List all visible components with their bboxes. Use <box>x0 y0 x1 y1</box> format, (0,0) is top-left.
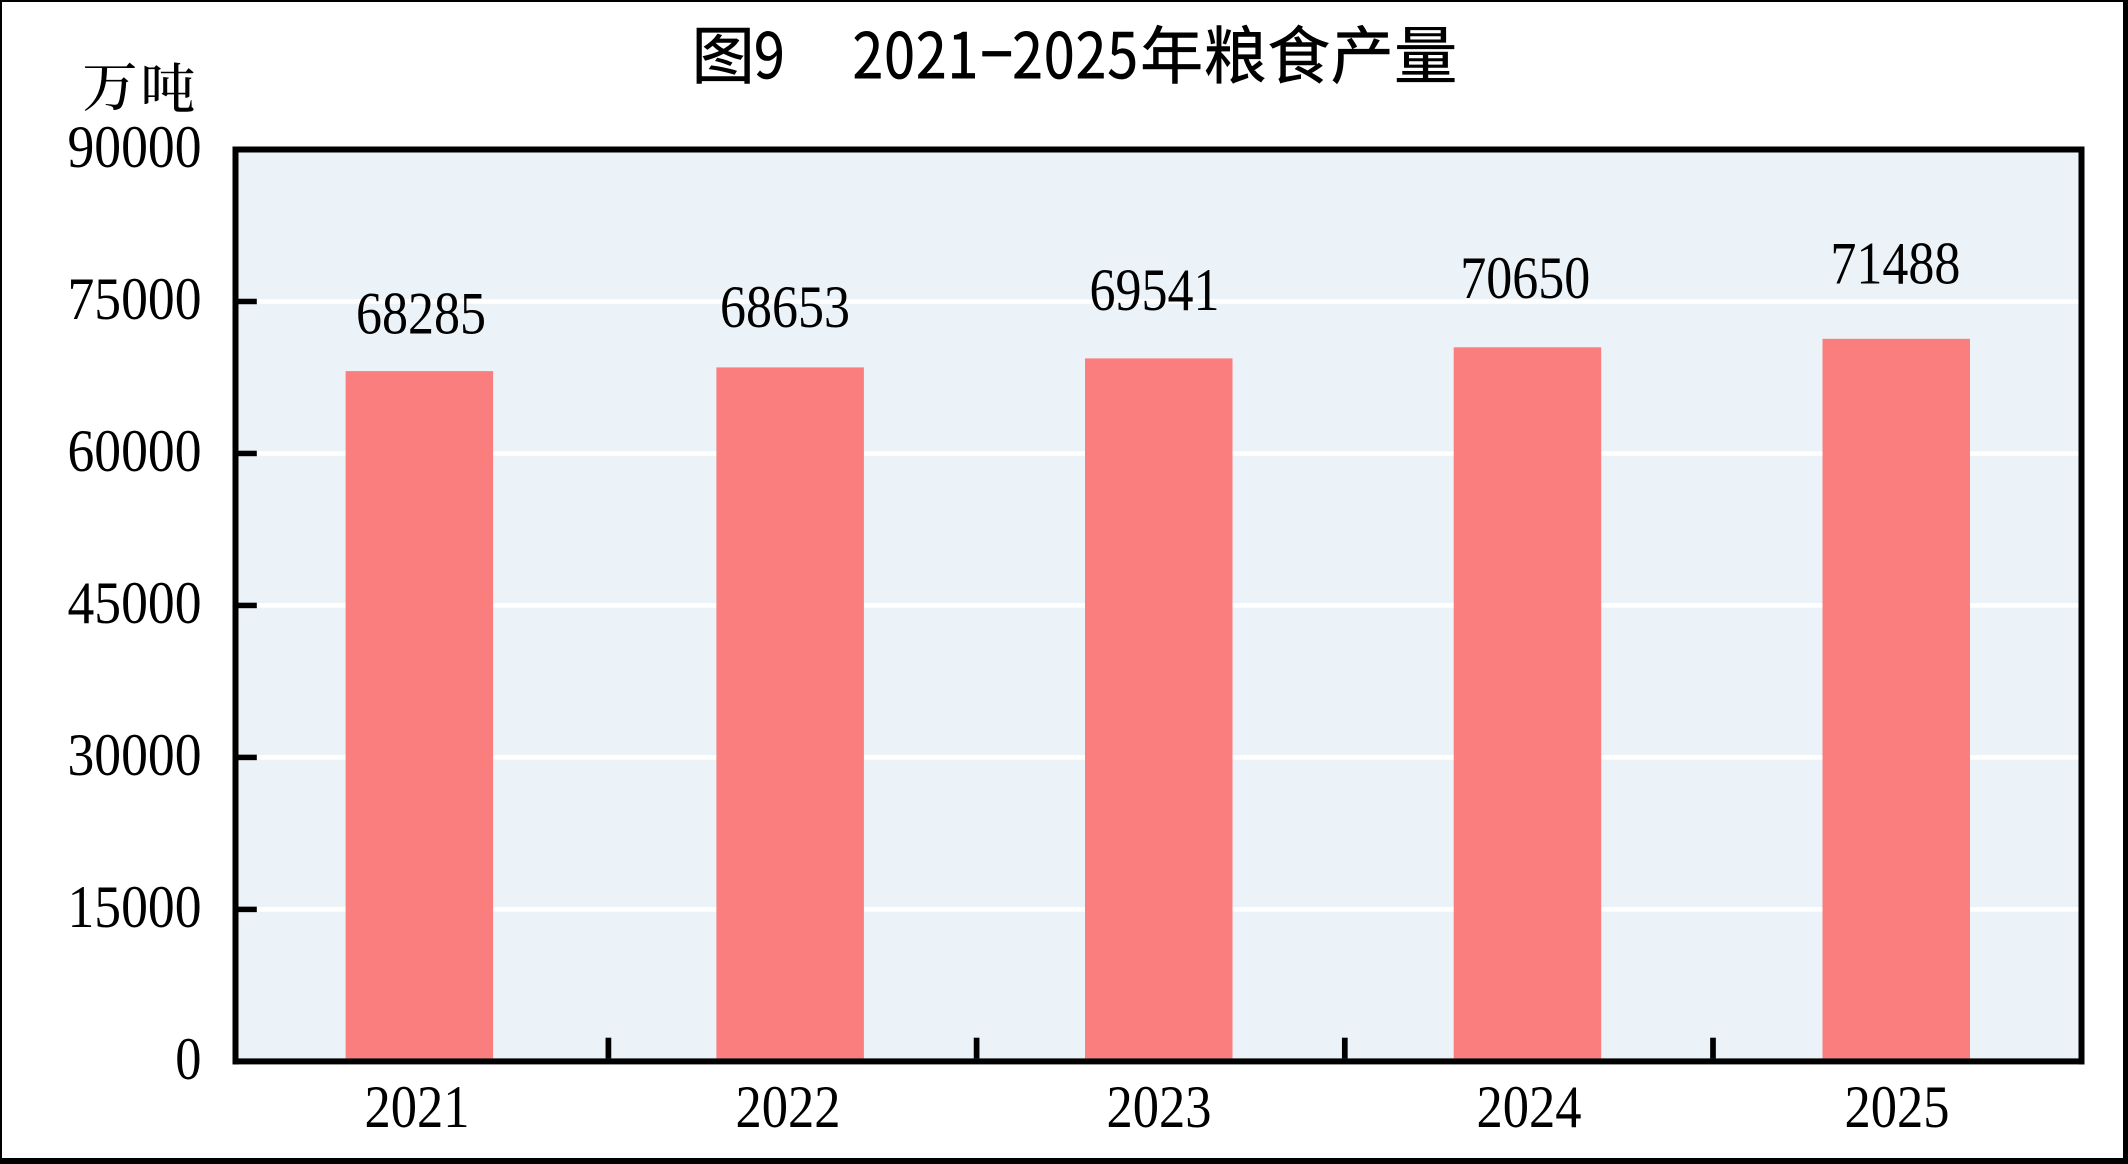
svg-text:70650: 70650 <box>1460 245 1590 311</box>
svg-text:2025: 2025 <box>1845 1074 1950 1140</box>
svg-text:45000: 45000 <box>68 570 202 636</box>
svg-text:15000: 15000 <box>68 874 202 940</box>
svg-text:68285: 68285 <box>356 281 486 347</box>
svg-text:71488: 71488 <box>1830 231 1960 297</box>
svg-text:0: 0 <box>175 1026 201 1092</box>
svg-text:90000: 90000 <box>68 114 202 180</box>
svg-text:2023: 2023 <box>1107 1074 1212 1140</box>
svg-text:2021: 2021 <box>365 1074 470 1140</box>
svg-text:69541: 69541 <box>1090 257 1220 323</box>
svg-text:30000: 30000 <box>68 722 202 788</box>
svg-text:2024: 2024 <box>1477 1074 1582 1140</box>
svg-text:60000: 60000 <box>68 418 202 484</box>
svg-text:2022: 2022 <box>736 1074 841 1140</box>
svg-text:68653: 68653 <box>720 274 850 340</box>
svg-text:75000: 75000 <box>68 266 202 332</box>
